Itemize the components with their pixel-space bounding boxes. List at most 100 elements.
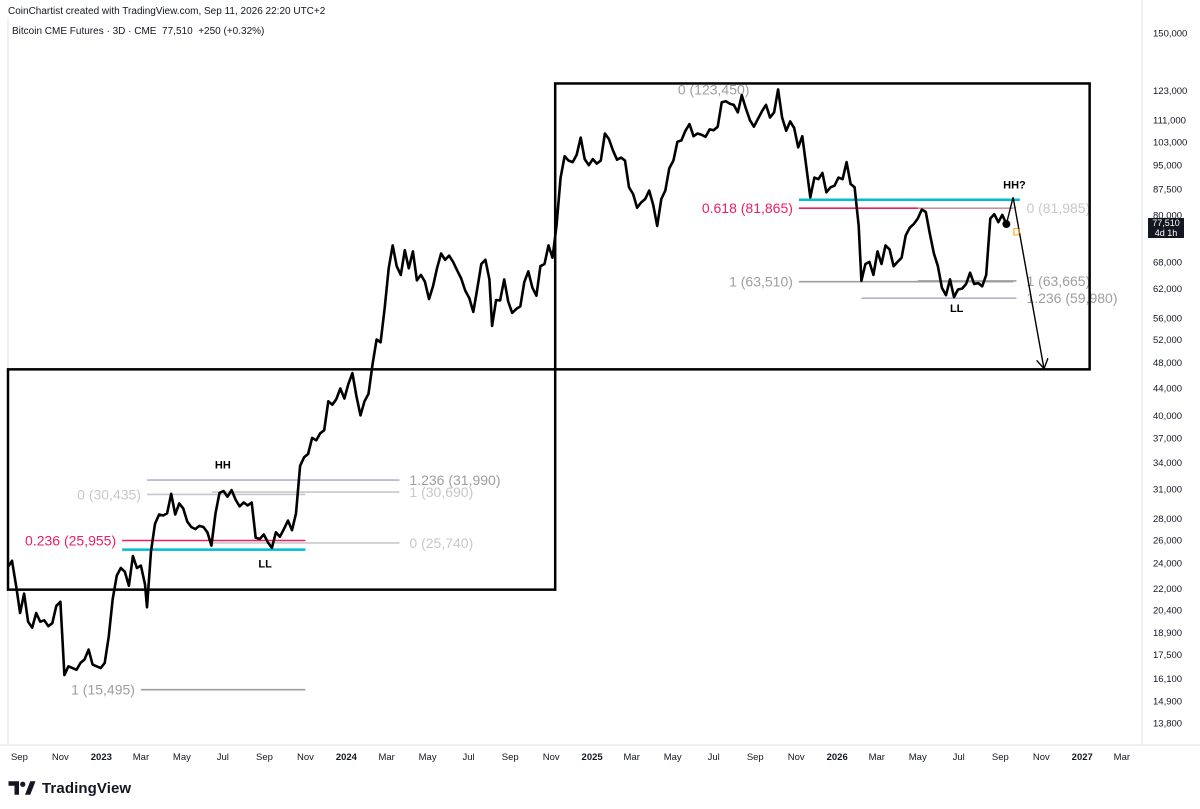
price-point: [111, 598, 114, 600]
price-point: [864, 263, 867, 265]
price-point: [484, 258, 487, 261]
time-tick-label: Nov: [297, 752, 314, 763]
level-label: 1.236 (59,980): [1026, 290, 1117, 306]
price-point: [383, 307, 386, 309]
price-point: [825, 191, 828, 194]
price-point: [267, 541, 269, 544]
price-point: [87, 648, 90, 651]
level-label: 1 (30,690): [409, 484, 473, 500]
price-point: [600, 159, 602, 162]
price-point: [136, 567, 138, 569]
price-point: [676, 140, 679, 143]
price-point: [55, 605, 58, 607]
price-point: [849, 183, 852, 185]
price-point: [319, 432, 322, 435]
price-tick-label: 16,100: [1153, 674, 1182, 685]
price-point: [696, 132, 699, 135]
last-price-tag-value: 77,510: [1152, 218, 1180, 229]
symbol-name: Bitcoin CME Futures · 3D · CME: [12, 26, 157, 37]
price-point: [977, 282, 979, 284]
pattern-label: LL: [258, 558, 272, 570]
time-tick-label: Mar: [133, 752, 149, 763]
pattern-label: LL: [950, 303, 964, 315]
price-point: [27, 620, 29, 623]
pattern-labels: HH LL LL HH? D: [215, 179, 1026, 570]
time-tick-label: Nov: [1033, 752, 1050, 763]
price-point: [194, 528, 197, 530]
price-point: [11, 559, 13, 562]
price-point: [644, 198, 646, 200]
price-point: [59, 600, 62, 603]
price-point: [440, 252, 442, 255]
level-label: 1 (63,665): [1026, 273, 1090, 289]
price-point: [343, 397, 346, 400]
price-axis[interactable]: 150,000 123,000 111,000 103,000 95,000 87,500…: [1153, 29, 1187, 730]
price-point: [182, 507, 185, 510]
price-point: [242, 501, 245, 504]
price-point: [765, 104, 767, 106]
price-point: [174, 513, 176, 516]
price-point: [7, 565, 9, 568]
price-point: [728, 102, 731, 105]
price-point: [684, 129, 687, 132]
time-tick-label: 2026: [827, 752, 848, 763]
price-point: [933, 252, 935, 255]
price-point: [789, 120, 791, 123]
price-point: [452, 261, 454, 263]
price-point: [608, 138, 610, 140]
price-point: [900, 256, 903, 259]
price-point: [801, 135, 804, 138]
time-tick-label: 2023: [91, 752, 112, 763]
price-tick-label: 22,000: [1153, 584, 1182, 595]
price-point: [291, 529, 293, 531]
time-tick-label: Nov: [52, 752, 69, 763]
time-tick-label: May: [419, 752, 437, 763]
price-point: [222, 490, 225, 492]
time-tick-label: Mar: [1114, 752, 1130, 763]
price-point: [43, 619, 46, 622]
price-point: [604, 132, 606, 135]
price-change: +250 (+0.32%): [198, 26, 265, 37]
price-point: [178, 502, 181, 505]
price-point: [1001, 214, 1004, 216]
time-tick-label: Jul: [708, 752, 720, 763]
projection-arrow: [1005, 197, 1044, 368]
price-point: [339, 387, 342, 390]
price-point: [323, 429, 326, 432]
price-point: [817, 178, 820, 180]
price-point: [563, 155, 566, 157]
price-point: [773, 111, 775, 114]
price-point: [448, 254, 450, 257]
price-point: [523, 281, 526, 283]
price-point: [704, 135, 707, 138]
price-point: [720, 101, 723, 104]
price-point: [624, 159, 626, 162]
price-point: [67, 665, 70, 668]
price-point: [359, 414, 362, 417]
price-point: [408, 267, 410, 270]
price-point: [761, 110, 763, 112]
price-point: [150, 550, 152, 553]
price-point: [226, 495, 229, 498]
price-point: [757, 118, 759, 120]
price-point: [692, 135, 695, 138]
price-point: [896, 261, 899, 263]
time-axis[interactable]: Sep Nov 2023 Mar May Jul Sep Nov 2024 Mar May Jul Se…: [11, 752, 1130, 763]
level-label: 0 (30,435): [77, 486, 141, 502]
time-tick-label: Mar: [378, 752, 394, 763]
price-tick-label: 62,000: [1153, 284, 1182, 295]
price-point: [925, 211, 927, 213]
price-point: [162, 514, 164, 517]
price-point: [648, 189, 650, 192]
price-point: [961, 287, 963, 290]
price-point: [128, 584, 130, 587]
price-point: [468, 297, 471, 299]
brand-footer[interactable]: TradingView: [8, 776, 131, 800]
price-point: [857, 225, 860, 227]
price-point: [186, 520, 189, 523]
price-point: [31, 626, 33, 629]
price-point: [640, 201, 642, 204]
price-point: [809, 196, 812, 199]
price-point: [793, 127, 796, 129]
